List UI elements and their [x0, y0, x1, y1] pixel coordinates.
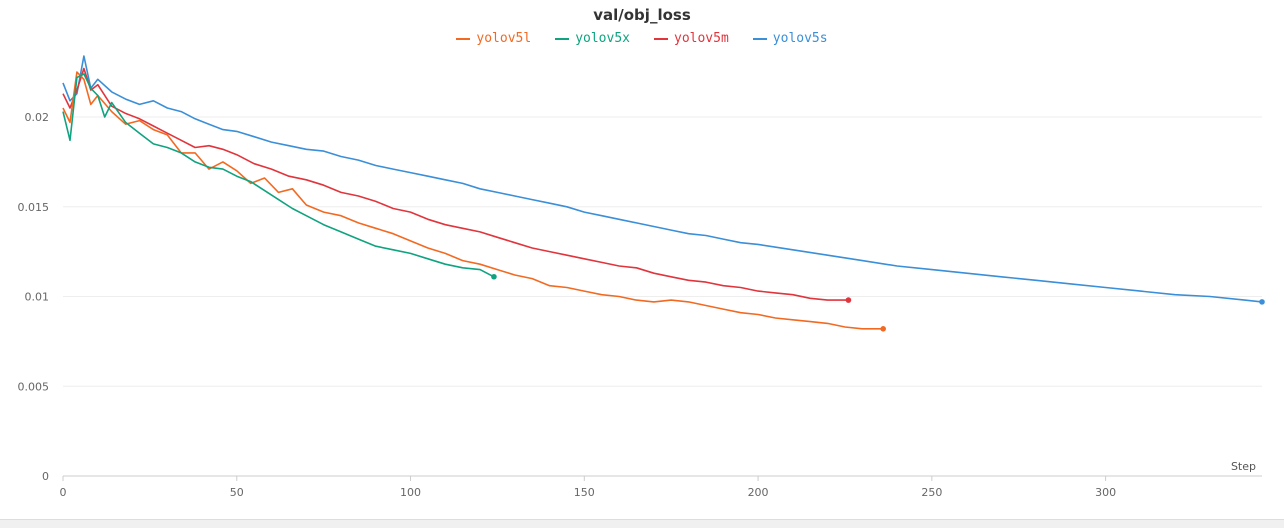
legend-item-yolov5m[interactable]: yolov5m	[654, 31, 729, 46]
legend-item-yolov5x[interactable]: yolov5x	[555, 31, 630, 46]
x-tick-label: 250	[921, 486, 942, 499]
legend-item-yolov5l[interactable]: yolov5l	[456, 31, 531, 46]
series-line-yolov5s	[62, 55, 1263, 303]
legend-swatch	[654, 37, 668, 40]
legend-swatch	[752, 37, 767, 40]
series-endpoint-yolov5m	[845, 297, 852, 303]
x-axis-label: Step	[1231, 460, 1256, 473]
y-tick-label: 0.01	[25, 291, 50, 304]
legend-swatch	[555, 37, 570, 40]
bottom-scroll-area	[0, 519, 1284, 528]
series-line-yolov5x	[62, 73, 495, 278]
series-line-yolov5m	[62, 67, 849, 301]
series-line-yolov5l	[62, 71, 884, 330]
x-tick-label: 200	[748, 486, 769, 499]
x-tick-label: 150	[574, 486, 595, 499]
series-endpoint-yolov5x	[491, 273, 497, 280]
y-tick-label: 0.02	[25, 111, 50, 124]
y-tick-label: 0.015	[18, 201, 50, 214]
x-tick-label: 0	[60, 486, 67, 499]
legend-label: yolov5s	[772, 31, 828, 46]
chart-title: val/obj_loss	[593, 6, 691, 24]
legend: yolov5l yolov5x yolov5m yolov5s	[0, 31, 1284, 46]
y-tick-label: 0.005	[18, 380, 50, 393]
series-endpoint-yolov5l	[880, 326, 886, 332]
x-tick-label: 50	[230, 486, 244, 499]
legend-label: yolov5l	[476, 31, 532, 46]
y-tick-label: 0	[42, 470, 49, 483]
legend-item-yolov5s[interactable]: yolov5s	[752, 31, 828, 46]
series-endpoint-yolov5s	[1259, 299, 1265, 305]
legend-label: yolov5x	[575, 31, 630, 46]
x-tick-label: 300	[1095, 486, 1116, 499]
legend-swatch	[456, 37, 471, 40]
x-tick-label: 100	[400, 486, 421, 499]
legend-label: yolov5m	[674, 31, 729, 46]
